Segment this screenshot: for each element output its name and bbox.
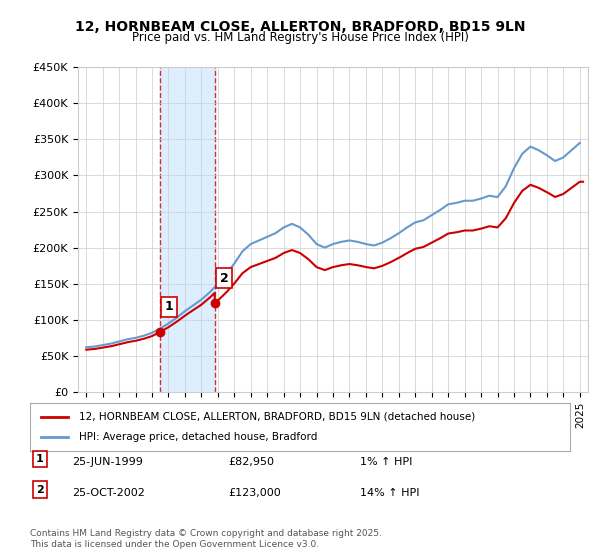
Text: 12, HORNBEAM CLOSE, ALLERTON, BRADFORD, BD15 9LN: 12, HORNBEAM CLOSE, ALLERTON, BRADFORD, …	[75, 20, 525, 34]
Text: Contains HM Land Registry data © Crown copyright and database right 2025.
This d: Contains HM Land Registry data © Crown c…	[30, 529, 382, 549]
Text: HPI: Average price, detached house, Bradford: HPI: Average price, detached house, Brad…	[79, 432, 317, 442]
Text: 25-JUN-1999: 25-JUN-1999	[72, 457, 143, 467]
Text: 12, HORNBEAM CLOSE, ALLERTON, BRADFORD, BD15 9LN (detached house): 12, HORNBEAM CLOSE, ALLERTON, BRADFORD, …	[79, 412, 475, 422]
Text: 2: 2	[220, 272, 229, 284]
Text: £123,000: £123,000	[228, 488, 281, 498]
Text: 2: 2	[36, 485, 44, 495]
Text: 1: 1	[165, 301, 173, 314]
Text: 1% ↑ HPI: 1% ↑ HPI	[360, 457, 412, 467]
Text: 14% ↑ HPI: 14% ↑ HPI	[360, 488, 419, 498]
Text: 25-OCT-2002: 25-OCT-2002	[72, 488, 145, 498]
Text: £82,950: £82,950	[228, 457, 274, 467]
Text: Price paid vs. HM Land Registry's House Price Index (HPI): Price paid vs. HM Land Registry's House …	[131, 31, 469, 44]
Text: 1: 1	[36, 454, 44, 464]
Bar	[160, 67, 215, 392]
